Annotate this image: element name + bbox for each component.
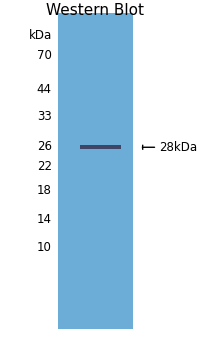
Text: 28kDa: 28kDa: [159, 141, 197, 154]
Text: 70: 70: [37, 49, 52, 62]
Text: 33: 33: [37, 110, 52, 123]
Bar: [58, 13, 132, 329]
Text: Western Blot: Western Blot: [46, 3, 144, 19]
Text: 26: 26: [37, 140, 52, 153]
Text: 14: 14: [37, 213, 52, 225]
Text: kDa: kDa: [28, 29, 52, 42]
Text: 18: 18: [37, 184, 52, 197]
Text: 44: 44: [37, 83, 52, 96]
Text: 22: 22: [37, 160, 52, 173]
Text: 10: 10: [37, 241, 52, 254]
Bar: [80, 145, 120, 150]
